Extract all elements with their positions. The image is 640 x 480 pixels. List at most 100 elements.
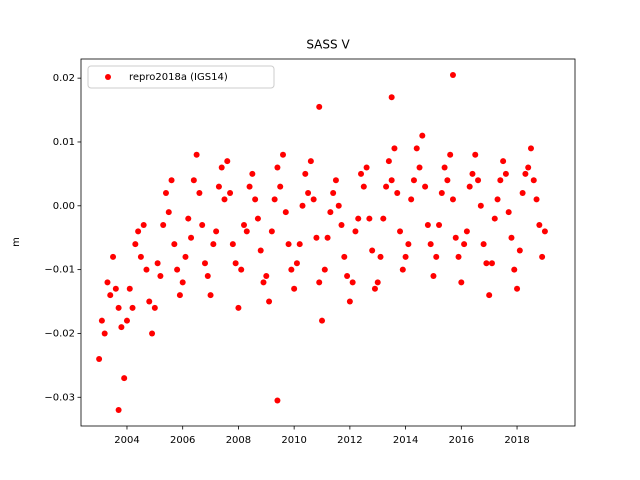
point: [176, 292, 183, 299]
point: [151, 304, 158, 311]
point: [371, 285, 378, 292]
x-tick-label: 2016: [449, 435, 474, 446]
point: [296, 241, 303, 248]
point: [277, 183, 284, 190]
point: [232, 260, 239, 267]
point: [497, 177, 504, 184]
x-tick-label: 2008: [226, 435, 251, 446]
point: [213, 228, 220, 235]
point: [430, 273, 437, 280]
point: [101, 330, 108, 337]
y-tick-label: −0.01: [44, 265, 75, 276]
point: [486, 292, 493, 299]
point: [201, 260, 208, 267]
point: [458, 279, 465, 286]
point: [307, 158, 314, 165]
point: [447, 151, 454, 158]
y-tick-label: 0.01: [53, 137, 75, 148]
point: [154, 260, 161, 267]
legend: repro2018a (IGS14): [87, 65, 275, 89]
point: [536, 221, 543, 228]
legend-marker: [105, 74, 111, 80]
point: [383, 183, 390, 190]
x-tick-label: 2012: [337, 435, 362, 446]
point: [327, 209, 334, 216]
point: [260, 279, 267, 286]
point: [463, 228, 470, 235]
axes-frame: [80, 58, 576, 427]
point: [174, 266, 181, 273]
point: [96, 355, 103, 362]
point: [319, 317, 326, 324]
point: [530, 177, 537, 184]
point: [137, 253, 144, 260]
point: [282, 209, 289, 216]
point: [240, 221, 247, 228]
point: [162, 190, 169, 197]
point: [419, 132, 426, 139]
point: [143, 266, 150, 273]
point: [483, 260, 490, 267]
point: [533, 196, 540, 203]
point: [160, 221, 167, 228]
plot-area: [96, 71, 548, 414]
point: [502, 170, 509, 177]
point: [405, 241, 412, 248]
point: [252, 196, 259, 203]
point: [360, 183, 367, 190]
point: [539, 253, 546, 260]
point: [461, 241, 468, 248]
y-tick-label: −0.02: [44, 328, 75, 339]
point: [171, 241, 178, 248]
x-tick-label: 2014: [393, 435, 418, 446]
point: [107, 292, 114, 299]
point: [126, 285, 133, 292]
point: [115, 304, 122, 311]
point: [121, 375, 128, 382]
point: [193, 151, 200, 158]
point: [525, 164, 532, 171]
point: [527, 145, 534, 152]
point: [438, 190, 445, 197]
point: [366, 215, 373, 222]
point: [271, 196, 278, 203]
point: [385, 158, 392, 165]
point: [519, 190, 526, 197]
legend-label: repro2018a (IGS14): [129, 72, 228, 83]
x-tick-label: 2018: [504, 435, 529, 446]
point: [346, 298, 353, 305]
y-tick-label: 0.02: [53, 73, 75, 84]
point: [199, 221, 206, 228]
point: [204, 273, 211, 280]
x-tick-label: 2006: [170, 435, 195, 446]
point: [285, 241, 292, 248]
point: [363, 164, 370, 171]
point: [480, 241, 487, 248]
point: [274, 397, 281, 404]
point: [433, 253, 440, 260]
point: [511, 266, 518, 273]
point: [355, 215, 362, 222]
point: [179, 279, 186, 286]
point: [254, 215, 261, 222]
point: [369, 247, 376, 254]
point: [541, 228, 548, 235]
point: [455, 253, 462, 260]
point: [472, 151, 479, 158]
point: [224, 158, 231, 165]
point: [391, 145, 398, 152]
point: [416, 164, 423, 171]
point: [449, 196, 456, 203]
x-tick-label: 2010: [281, 435, 306, 446]
point: [185, 215, 192, 222]
point: [140, 221, 147, 228]
point: [341, 253, 348, 260]
point: [227, 190, 234, 197]
point: [505, 209, 512, 216]
point: [332, 177, 339, 184]
point: [410, 177, 417, 184]
point: [388, 94, 395, 101]
point: [344, 273, 351, 280]
point: [249, 170, 256, 177]
